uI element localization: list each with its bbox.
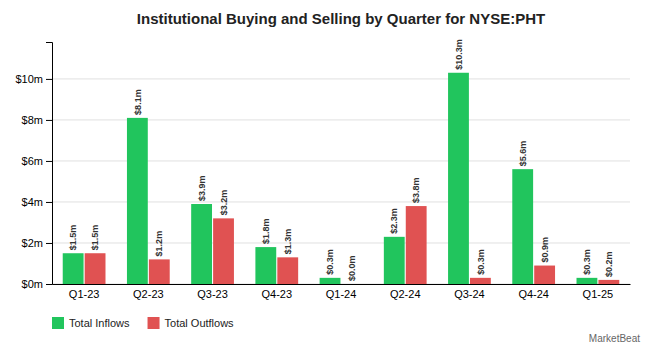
bar: [149, 259, 170, 284]
tick-label: Q3-24: [454, 288, 485, 300]
data-label: $0.2m: [604, 251, 614, 277]
bars: [63, 73, 620, 284]
legend-swatch: [52, 317, 64, 329]
data-label: $8.1m: [133, 89, 143, 115]
data-labels: $1.5m $8.1m $3.9m $1.8m $0.3m $2.3m $10.3m $5.6…: [68, 39, 614, 281]
tick-label: $2m: [22, 237, 43, 249]
plot: $0m$2m$4m$6m$8m$10mQ1-23Q2-23Q3-23Q4-23Q…: [15, 39, 630, 300]
y-tick: $0m: [22, 278, 52, 290]
data-label: $3.8m: [411, 178, 421, 204]
y-tick: $6m: [22, 155, 52, 167]
tick-label: $0m: [22, 278, 43, 290]
tick-mark: [46, 284, 52, 285]
data-label: $3.9m: [197, 175, 207, 201]
legend-label: Total Inflows: [69, 317, 130, 329]
bar: [63, 253, 84, 284]
tick-label: $4m: [22, 196, 43, 208]
tick-mark: [46, 120, 52, 121]
legend: Total Inflows Total Outflows: [52, 317, 234, 329]
x-tick: Q1-24: [326, 288, 357, 300]
y-tick: $8m: [22, 114, 52, 126]
tick-label: $10m: [15, 73, 43, 85]
y-tick: $10m: [15, 73, 52, 85]
tick-mark: [46, 243, 52, 244]
data-label: $0.3m: [325, 249, 335, 275]
tick-label: Q2-24: [390, 288, 421, 300]
tick-label: $6m: [22, 155, 43, 167]
bar: [320, 278, 341, 284]
legend-item: Total Inflows: [52, 317, 130, 329]
data-label: $5.6m: [518, 141, 528, 167]
x-tick: Q2-23: [133, 288, 164, 300]
bar: [598, 280, 619, 284]
x-tick: Q2-24: [390, 288, 421, 300]
x-axis: Q1-23 Q2-23 Q3-23 Q4-23 Q1-24 Q2-24 Q3-24 Q4-24…: [53, 285, 631, 300]
bar: [213, 218, 234, 284]
y-axis: $0m $2m $4m $6m $8m $10m: [15, 43, 52, 291]
bar: [406, 206, 427, 284]
x-tick: Q3-23: [197, 288, 228, 300]
x-tick: Q4-24: [518, 288, 549, 300]
bar: [342, 284, 363, 285]
bar: [470, 278, 491, 284]
tick-label: $8m: [22, 114, 43, 126]
chart: $0m$2m$4m$6m$8m$10mQ1-23Q2-23Q3-23Q4-23Q…: [0, 0, 650, 350]
annotation: MarketBeat: [589, 333, 640, 344]
tick-label: Q1-25: [583, 288, 614, 300]
data-label: $1.5m: [90, 225, 100, 251]
y-tick: $2m: [22, 237, 52, 249]
grid: [52, 79, 630, 284]
data-label: $1.3m: [283, 229, 293, 255]
data-label: $1.8m: [261, 219, 271, 245]
grid-line: [52, 78, 630, 79]
bar: [191, 204, 212, 284]
y-tick: $4m: [22, 196, 52, 208]
x-tick: Q4-23: [261, 288, 292, 300]
legend-item: Total Outflows: [148, 317, 235, 329]
data-label: $0.3m: [476, 249, 486, 275]
bar: [127, 118, 148, 284]
bar: [384, 237, 405, 284]
data-label: $1.2m: [154, 231, 164, 257]
data-label: $0.3m: [582, 249, 592, 275]
data-label: $0.9m: [540, 237, 550, 263]
legend-swatch: [148, 317, 160, 329]
x-tick: Q3-24: [454, 288, 485, 300]
bar: [255, 247, 276, 284]
data-label: $0.0m: [347, 255, 357, 281]
bar: [277, 257, 298, 284]
data-label: $3.2m: [219, 190, 229, 216]
tick-mark: [46, 161, 52, 162]
axis-line: [46, 43, 53, 285]
tick-label: Q3-23: [197, 288, 228, 300]
x-tick: Q1-25: [583, 288, 614, 300]
tick-label: Q1-23: [69, 288, 100, 300]
bar: [512, 169, 533, 284]
tick-mark: [46, 79, 52, 80]
tick-mark: [46, 202, 52, 203]
bar: [577, 278, 598, 284]
data-label: $1.5m: [68, 225, 78, 251]
tick-label: Q4-24: [518, 288, 549, 300]
bar: [85, 253, 106, 284]
data-label: $10.3m: [454, 39, 464, 70]
bar: [448, 73, 469, 284]
tick-label: Q1-24: [326, 288, 357, 300]
legend-label: Total Outflows: [165, 317, 235, 329]
tick-label: Q2-23: [133, 288, 164, 300]
x-tick: Q1-23: [69, 288, 100, 300]
tick-label: Q4-23: [261, 288, 292, 300]
data-label: $2.3m: [389, 208, 399, 234]
title: Institutional Buying and Selling by Quar…: [137, 10, 545, 27]
bar: [534, 266, 555, 284]
axis-line: [53, 284, 631, 285]
